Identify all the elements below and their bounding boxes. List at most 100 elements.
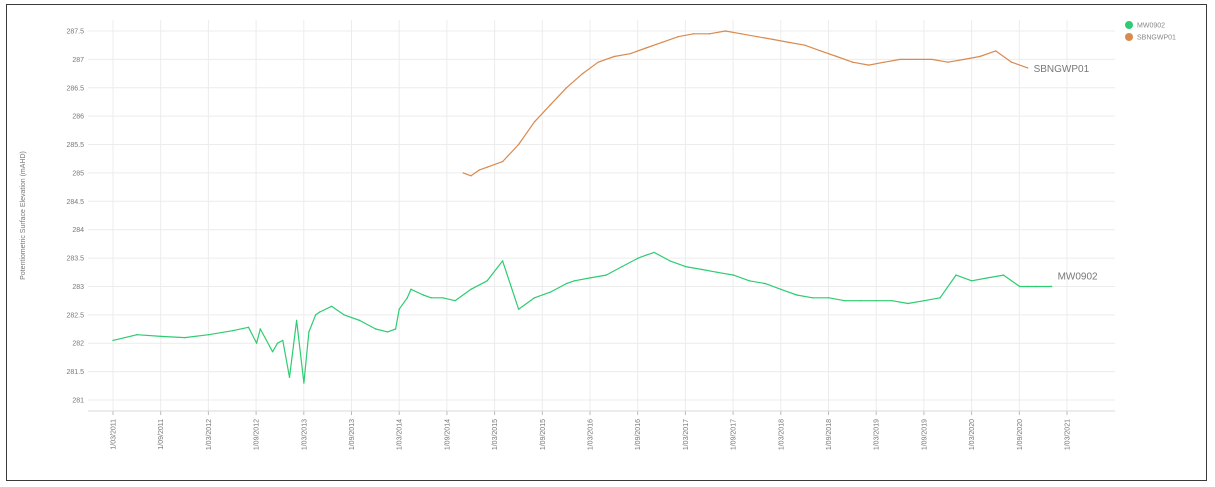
data-point-mw0902 [315,314,317,316]
data-point-mw0902 [160,335,162,338]
data-point-mw0902 [330,305,333,307]
data-point-sbngwp01 [708,33,711,35]
data-point-mw0902 [276,342,279,344]
data-point-mw0902 [684,265,687,268]
data-point-mw0902 [700,268,703,271]
data-point-sbngwp01 [581,72,584,75]
data-point-sbngwp01 [597,61,599,63]
x-tick-label: 1/03/2019 [874,419,881,450]
x-tick-label: 1/09/2018 [826,419,833,450]
series-end-label-mw0902: MW0902 [1058,271,1098,282]
data-point-mw0902 [573,280,576,282]
y-tick-label: 285.5 [66,142,84,149]
data-point-mw0902 [136,334,138,336]
data-point-mw0902 [1035,285,1037,288]
data-point-mw0902 [430,297,432,299]
data-point-sbngwp01 [788,41,790,44]
y-tick-label: 281 [72,398,84,405]
data-point-mw0902 [939,297,941,299]
series-line-sbngwp01 [462,30,1028,177]
data-point-sbngwp01 [979,55,981,58]
data-point-mw0902 [748,280,751,282]
data-point-mw0902 [828,297,830,299]
data-point-mw0902 [501,260,504,262]
x-tick-label: 1/03/2016 [588,419,595,450]
data-point-sbngwp01 [995,50,997,52]
data-point-mw0902 [394,328,397,330]
y-tick-label: 286 [72,114,84,121]
data-point-mw0902 [303,382,305,384]
x-tick-label: 1/09/2014 [444,419,451,450]
data-point-mw0902 [605,274,607,276]
data-point-sbngwp01 [868,64,870,66]
y-tick-label: 283 [72,284,84,291]
data-point-mw0902 [231,330,234,332]
data-point-mw0902 [410,288,412,290]
data-point-sbngwp01 [462,172,464,174]
data-point-mw0902 [207,334,210,336]
x-tick-label: 1/03/2020 [969,419,976,450]
data-point-sbngwp01 [836,55,838,58]
data-point-mw0902 [669,260,671,262]
x-tick-label: 1/03/2014 [397,419,404,450]
data-point-mw0902 [796,294,798,296]
data-point-mw0902 [780,288,782,290]
data-point-mw0902 [308,331,310,333]
data-point-mw0902 [398,308,400,310]
data-point-mw0902 [359,319,361,322]
data-point-mw0902 [295,319,298,322]
data-point-mw0902 [271,351,274,353]
y-tick-label: 284.5 [66,199,84,206]
data-point-mw0902 [517,308,520,310]
data-point-sbngwp01 [883,61,885,63]
y-tick-label: 284 [72,227,84,234]
chart-frame [6,4,1207,481]
data-point-sbngwp01 [1010,61,1013,63]
data-point-sbngwp01 [915,58,917,61]
legend-label-sbngwp01: SBNGWP01 [1137,35,1176,42]
data-point-sbngwp01 [963,58,965,61]
data-point-mw0902 [533,297,536,299]
data-point-sbngwp01 [565,87,568,89]
y-tick-label: 281.5 [66,369,84,376]
data-point-mw0902 [645,254,647,256]
x-tick-label: 1/09/2013 [349,419,356,450]
data-point-sbngwp01 [724,30,727,32]
data-point-mw0902 [860,300,862,302]
data-point-mw0902 [259,328,261,330]
y-tick-label: 287 [72,57,84,64]
data-point-sbngwp01 [501,160,504,163]
legend-label-mw0902: MW0902 [1137,23,1165,30]
data-point-sbngwp01 [486,166,488,168]
y-tick-label: 286.5 [66,85,84,92]
data-point-mw0902 [112,339,114,342]
data-point-sbngwp01 [756,36,758,38]
data-point-mw0902 [1026,285,1029,288]
data-point-mw0902 [971,280,973,282]
data-point-mw0902 [406,297,408,299]
data-point-sbngwp01 [931,58,933,61]
x-tick-label: 1/09/2011 [158,419,165,450]
x-tick-label: 1/03/2013 [301,419,308,450]
data-point-sbngwp01 [820,50,822,52]
x-tick-label: 1/03/2012 [206,419,213,450]
data-point-mw0902 [247,326,250,328]
data-point-mw0902 [923,300,925,302]
x-tick-label: 1/09/2012 [254,419,261,450]
data-point-sbngwp01 [851,61,854,63]
data-point-mw0902 [621,265,623,268]
x-tick-label: 1/03/2017 [683,419,690,450]
data-point-sbngwp01 [470,175,472,177]
data-point-mw0902 [565,282,568,285]
data-point-sbngwp01 [661,41,663,44]
x-tick-label: 1/09/2016 [635,419,642,450]
data-point-mw0902 [184,336,186,339]
y-tick-label: 282.5 [66,312,84,319]
data-point-mw0902 [319,311,321,313]
data-point-sbngwp01 [533,121,536,123]
x-tick-label: 1/03/2011 [111,419,118,450]
data-point-mw0902 [891,300,893,302]
data-point-sbngwp01 [804,44,806,46]
data-point-sbngwp01 [677,36,679,38]
data-point-mw0902 [386,331,389,333]
